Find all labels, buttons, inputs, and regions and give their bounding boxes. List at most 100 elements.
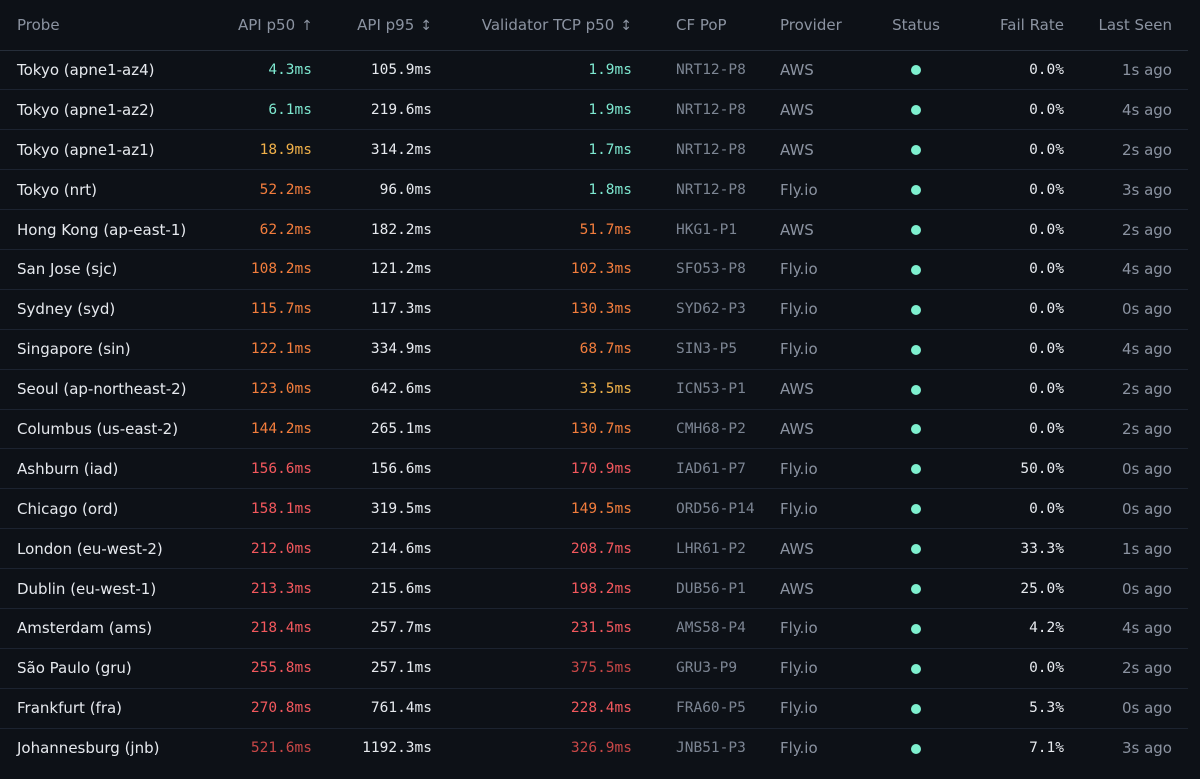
cf-pop-value: DUB56-P1	[676, 580, 746, 597]
status-cell	[868, 449, 964, 489]
table-row[interactable]: Tokyo (nrt) 52.2ms 96.0ms 1.8ms NRT12-P8 Fly.…	[0, 169, 1188, 210]
validator-tcp-p50-value: 102.3ms	[570, 261, 632, 278]
table-row[interactable]: Singapore (sin) 122.1ms 334.9ms 68.7ms SIN3-…	[0, 329, 1188, 369]
validator-tcp-p50-value: 170.9ms	[570, 460, 632, 477]
status-cell	[868, 728, 964, 768]
header-last-seen[interactable]: Last Seen	[1072, 0, 1188, 50]
status-cell	[868, 90, 964, 130]
last-seen-value: 3s ago	[1121, 739, 1172, 758]
table-row[interactable]: Tokyo (apne1-az2) 6.1ms 219.6ms 1.9ms NRT12-…	[0, 89, 1188, 130]
status-dot-icon	[911, 344, 921, 355]
api-p50-value: 62.2ms	[259, 221, 312, 238]
header-validator-tcp-p50[interactable]: Validator TCP p50 ↕	[440, 0, 640, 50]
api-p95-value: 105.9ms	[370, 61, 432, 78]
status-cell	[868, 170, 964, 210]
table-row[interactable]: Hong Kong (ap-east-1) 62.2ms 182.2ms 51.7ms…	[0, 209, 1188, 250]
api-p95-value: 257.1ms	[370, 660, 432, 677]
validator-tcp-p50-value: 1.8ms	[588, 181, 632, 198]
fail-rate-value: 25.0%	[1020, 580, 1064, 597]
api-p95-value: 182.2ms	[370, 221, 432, 238]
status-dot-icon	[911, 584, 921, 595]
api-p50-value: 255.8ms	[250, 660, 312, 677]
validator-tcp-p50-value: 51.7ms	[579, 221, 632, 238]
table-row[interactable]: London (eu-west-2) 212.0ms 214.6ms 208.7ms L…	[0, 528, 1188, 569]
table-row[interactable]: Chicago (ord) 158.1ms 319.5ms 149.5ms ORD56-…	[0, 488, 1188, 529]
table-row[interactable]: Columbus (us-east-2) 144.2ms 265.1ms 130.7m…	[0, 409, 1188, 449]
api-p50-value: 18.9ms	[259, 141, 312, 158]
validator-tcp-p50-value: 130.7ms	[570, 420, 632, 437]
last-seen-value: 4s ago	[1121, 100, 1172, 119]
last-seen-value: 4s ago	[1121, 619, 1172, 638]
header-api-p95-label: API p95	[357, 15, 415, 34]
probe-name: London (eu-west-2)	[17, 539, 163, 558]
provider-value: AWS	[780, 100, 814, 119]
status-cell	[868, 130, 964, 170]
cf-pop-value: IAD61-P7	[676, 460, 746, 477]
cf-pop-value: NRT12-P8	[676, 101, 746, 118]
header-api-p95[interactable]: API p95 ↕	[320, 0, 440, 50]
header-fail-rate[interactable]: Fail Rate	[964, 0, 1072, 50]
header-status[interactable]: Status	[868, 0, 964, 50]
table-row[interactable]: Tokyo (apne1-az4) 4.3ms 105.9ms 1.9ms NRT12-…	[0, 50, 1188, 90]
provider-value: Fly.io	[780, 699, 818, 718]
cf-pop-value: CMH68-P2	[676, 420, 746, 437]
header-cf-pop[interactable]: CF PoP	[640, 0, 772, 50]
table-row[interactable]: Sydney (syd) 115.7ms 117.3ms 130.3ms SYD62-P…	[0, 289, 1188, 329]
provider-value: Fly.io	[780, 499, 818, 518]
status-dot-icon	[911, 743, 921, 754]
status-dot-icon	[911, 185, 921, 196]
api-p95-value: 156.6ms	[370, 460, 432, 477]
status-dot-icon	[911, 424, 921, 435]
last-seen-value: 4s ago	[1121, 260, 1172, 279]
table-row[interactable]: Tokyo (apne1-az1) 18.9ms 314.2ms 1.7ms NRT12…	[0, 129, 1188, 170]
api-p50-value: 521.6ms	[250, 740, 312, 757]
fail-rate-value: 0.0%	[1029, 261, 1064, 278]
last-seen-value: 0s ago	[1121, 459, 1172, 478]
probe-name: Ashburn (iad)	[17, 459, 119, 478]
table-row[interactable]: Johannesburg (jnb) 521.6ms 1192.3ms 326.9ms…	[0, 728, 1188, 768]
status-dot-icon	[911, 304, 921, 315]
table-row[interactable]: Seoul (ap-northeast-2) 123.0ms 642.6ms 33.5…	[0, 369, 1188, 409]
api-p95-value: 642.6ms	[370, 381, 432, 398]
probe-name: Columbus (us-east-2)	[17, 419, 179, 438]
validator-tcp-p50-value: 130.3ms	[570, 301, 632, 318]
fail-rate-value: 33.3%	[1020, 540, 1064, 557]
fail-rate-value: 5.3%	[1029, 700, 1064, 717]
probe-name: Dublin (eu-west-1)	[17, 579, 157, 598]
status-dot-icon	[911, 65, 921, 76]
table-row[interactable]: São Paulo (gru) 255.8ms 257.1ms 375.5ms GRU3…	[0, 648, 1188, 688]
table-row[interactable]: Frankfurt (fra) 270.8ms 761.4ms 228.4ms FRA6…	[0, 688, 1188, 728]
cf-pop-value: NRT12-P8	[676, 141, 746, 158]
api-p95-value: 265.1ms	[370, 420, 432, 437]
table-row[interactable]: San Jose (sjc) 108.2ms 121.2ms 102.3ms SFO53…	[0, 249, 1188, 289]
probe-name: Tokyo (nrt)	[17, 180, 98, 199]
api-p50-value: 115.7ms	[250, 301, 312, 318]
cf-pop-value: SYD62-P3	[676, 301, 746, 318]
status-dot-icon	[911, 544, 921, 555]
provider-value: AWS	[780, 60, 814, 79]
status-cell	[868, 329, 964, 369]
api-p95-value: 257.7ms	[370, 620, 432, 637]
provider-value: Fly.io	[780, 260, 818, 279]
probe-name: San Jose (sjc)	[17, 260, 118, 279]
status-cell	[868, 648, 964, 688]
header-api-p50[interactable]: API p50 ↑	[230, 0, 320, 50]
table-row[interactable]: Amsterdam (ams) 218.4ms 257.7ms 231.5ms AMS5…	[0, 608, 1188, 648]
header-probe[interactable]: Probe	[0, 0, 230, 50]
probe-name: Sydney (syd)	[17, 300, 116, 319]
api-p95-value: 96.0ms	[379, 181, 432, 198]
api-p95-value: 117.3ms	[370, 301, 432, 318]
last-seen-value: 2s ago	[1121, 659, 1172, 678]
header-provider[interactable]: Provider	[772, 0, 868, 50]
fail-rate-value: 7.1%	[1029, 740, 1064, 757]
validator-tcp-p50-value: 375.5ms	[570, 660, 632, 677]
header-validator-tcp-p50-label: Validator TCP p50	[481, 15, 615, 34]
status-cell	[868, 529, 964, 569]
last-seen-value: 0s ago	[1121, 499, 1172, 518]
table-row[interactable]: Dublin (eu-west-1) 213.3ms 215.6ms 198.2ms D…	[0, 568, 1188, 609]
table-row[interactable]: Ashburn (iad) 156.6ms 156.6ms 170.9ms IAD61-…	[0, 448, 1188, 489]
status-dot-icon	[911, 703, 921, 714]
probe-name: São Paulo (gru)	[17, 659, 132, 678]
validator-tcp-p50-value: 33.5ms	[579, 381, 632, 398]
api-p95-value: 214.6ms	[370, 540, 432, 557]
